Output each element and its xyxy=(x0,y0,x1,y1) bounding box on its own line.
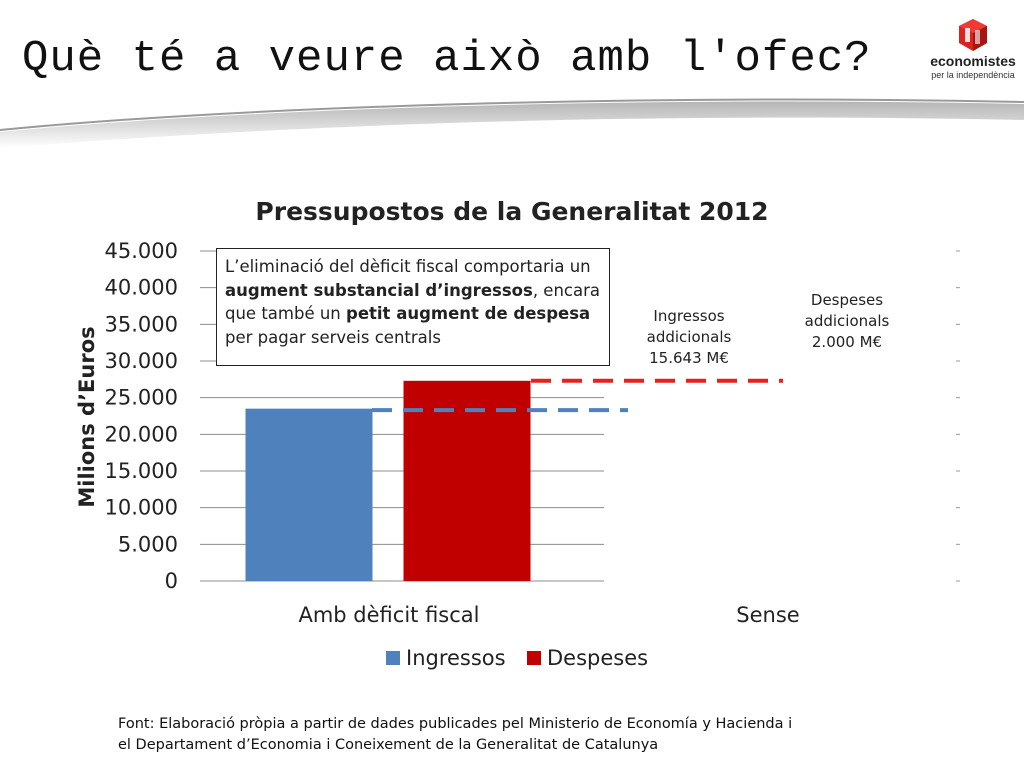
y-tick-label: 25.000 xyxy=(105,386,178,410)
x-category-label: Amb dèficit fiscal xyxy=(298,603,479,627)
y-tick-label: 5.000 xyxy=(118,532,178,556)
red-cube-logo-icon xyxy=(959,19,987,51)
annotation-box: L’eliminació del dèficit fiscal comporta… xyxy=(216,248,610,366)
x-category-labels: Amb dèficit fiscal Sense xyxy=(298,603,799,627)
note-line: Ingressos xyxy=(653,307,725,325)
y-tick-label: 10.000 xyxy=(105,496,178,520)
x-category-label: Sense xyxy=(736,603,799,627)
y-tick-label: 35.000 xyxy=(105,312,178,336)
logo-tagline: per la independència xyxy=(931,70,1015,80)
bar-ingressos xyxy=(245,408,373,581)
bar-despeses xyxy=(403,380,531,581)
annotation-text-3: per pagar serveis centrals xyxy=(225,327,441,347)
legend-swatch-ingressos xyxy=(386,651,400,665)
source-footer: Font: Elaboració pròpia a partir de dade… xyxy=(118,714,918,756)
right-tick-marks xyxy=(956,250,960,582)
annotation-text-1: L’eliminació del dèficit fiscal comporta… xyxy=(225,257,591,276)
y-tick-label: 0 xyxy=(165,569,178,593)
ingressos-addicionals-note: Ingressos addicionals 15.643 M€ xyxy=(624,306,754,369)
footer-line: el Departament d’Economia i Coneixement … xyxy=(118,737,659,753)
note-line: addicionals xyxy=(804,312,890,330)
logo-name: economistes xyxy=(930,53,1016,69)
despeses-addicionals-note: Despeses addicionals 2.000 M€ xyxy=(782,290,912,353)
note-line: Despeses xyxy=(810,291,884,309)
legend-label-despeses: Despeses xyxy=(547,646,648,670)
slide-title: Què té a veure això amb l'ofec? xyxy=(22,34,872,84)
dashed-lines xyxy=(372,378,783,413)
footer-line: Font: Elaboració pròpia a partir de dade… xyxy=(118,716,793,732)
annotation-text-2: , encara que també un xyxy=(225,280,600,324)
logo: economistes per la independència xyxy=(928,18,1018,84)
note-line: 15.643 M€ xyxy=(649,349,729,367)
legend-swatch-despeses xyxy=(527,651,541,665)
y-tick-label: 40.000 xyxy=(105,276,178,300)
y-axis-label: Milions d’Euros xyxy=(75,326,99,507)
bars xyxy=(245,380,531,581)
annotation-bold-2: petit augment de despesa xyxy=(346,304,591,323)
y-tick-label: 45.000 xyxy=(105,239,178,263)
y-tick-labels: 0 5.000 10.000 15.000 20.000 25.000 30.000 35.0… xyxy=(105,239,178,593)
y-tick-label: 20.000 xyxy=(105,422,178,446)
note-line: 2.000 M€ xyxy=(811,333,883,351)
header-swoosh xyxy=(0,98,1024,148)
legend: Ingressos Despeses xyxy=(386,646,648,670)
chart-title: Pressupostos de la Generalitat 2012 xyxy=(255,197,768,226)
y-tick-label: 15.000 xyxy=(105,459,178,483)
annotation-bold-1: augment substancial d’ingressos xyxy=(225,280,533,300)
y-tick-label: 30.000 xyxy=(105,349,178,373)
legend-label-ingressos: Ingressos xyxy=(406,646,506,670)
note-line: addicionals xyxy=(646,328,732,346)
